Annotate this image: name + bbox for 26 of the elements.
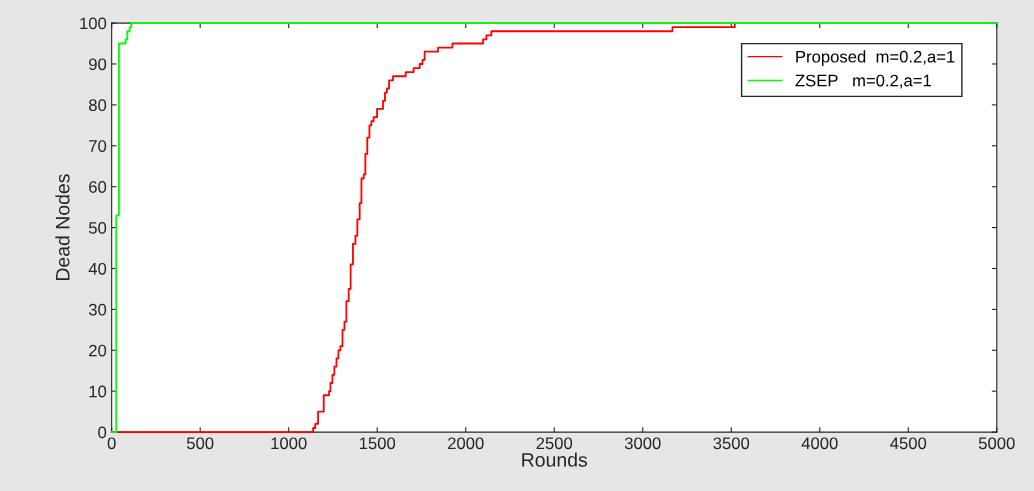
x-tick-label: 1500 bbox=[359, 437, 396, 450]
x-tick-label: 4500 bbox=[890, 437, 927, 450]
y-tick-label: 50 bbox=[88, 221, 107, 234]
y-tick-label: 10 bbox=[89, 385, 107, 398]
y-tick-label: 60 bbox=[89, 181, 107, 193]
y-tick-label: 20 bbox=[89, 344, 107, 357]
x-tick-label: 3500 bbox=[713, 437, 750, 450]
legend-label: ZSEP m=0.2,a=1 bbox=[795, 74, 931, 89]
x-tick-label: 5000 bbox=[978, 437, 1015, 450]
y-tick-label: 100 bbox=[80, 17, 107, 30]
y-tick-label: 30 bbox=[88, 303, 107, 316]
y-tick-label: 90 bbox=[89, 58, 107, 71]
x-tick-label: 500 bbox=[186, 437, 214, 450]
y-axis-title: Dead Nodes bbox=[55, 174, 70, 281]
x-tick-label: 0 bbox=[107, 437, 116, 450]
x-tick-label: 2500 bbox=[536, 437, 573, 450]
x-tick-label: 2000 bbox=[448, 437, 484, 450]
x-axis-title: Rounds bbox=[522, 452, 588, 467]
x-tick-label: 1000 bbox=[271, 437, 307, 450]
y-tick-label: 0 bbox=[98, 426, 107, 439]
legend-label: Proposed m=0.2,a=1 bbox=[796, 50, 955, 66]
x-tick-label: 3000 bbox=[624, 437, 661, 450]
y-tick-label: 80 bbox=[89, 99, 107, 112]
x-tick-label: 4000 bbox=[801, 437, 838, 450]
y-tick-label: 70 bbox=[89, 140, 107, 152]
y-tick-label: 40 bbox=[88, 262, 107, 275]
